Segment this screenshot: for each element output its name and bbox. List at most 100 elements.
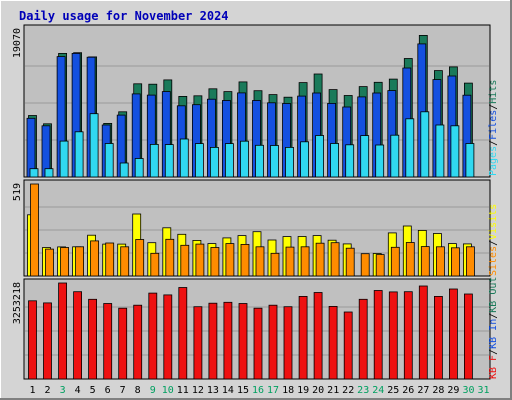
sites-max-label: 519 bbox=[12, 183, 23, 201]
sites-bar: 20: 185 bbox=[315, 242, 325, 277]
x-tick-label: 19 bbox=[297, 385, 309, 396]
pages-bar: 5: 8150 bbox=[89, 113, 99, 178]
x-tick-label: 10 bbox=[162, 385, 174, 396]
pages-bar: 9: 4200 bbox=[149, 143, 159, 178]
bars-layer: 1: 79301: 75701: 10702: 68502: 66002: 10… bbox=[26, 35, 475, 380]
sites-bar: 18: 163 bbox=[285, 246, 295, 277]
sites-bar: 11: 173 bbox=[180, 244, 190, 277]
sites-bar: 14: 183 bbox=[225, 243, 235, 277]
sites-bar: 25: 162 bbox=[390, 246, 400, 277]
sites-bar: 19: 165 bbox=[300, 246, 310, 277]
legend-visits: Visits bbox=[488, 204, 499, 240]
pages-bar: 6: 4320 bbox=[104, 143, 114, 178]
sites-bar: 22: 157 bbox=[345, 247, 355, 277]
kbytes-bar: 3: 3253218 bbox=[58, 282, 67, 380]
x-tick-label: 20 bbox=[312, 385, 324, 396]
kbytes-bar: 27: 3150000 bbox=[418, 285, 428, 380]
pages-bar: 13: 3810 bbox=[209, 146, 219, 178]
files-bar: 1: 7570 bbox=[26, 117, 36, 178]
sites-bar: 28: 165 bbox=[435, 246, 445, 277]
kbytes-bar: 18: 2450000 bbox=[283, 306, 293, 380]
x-tick-label: 29 bbox=[447, 385, 459, 396]
x-tick-label: 3 bbox=[60, 385, 66, 396]
kbytes-bar: 25: 2950000 bbox=[388, 291, 398, 380]
pages-bar: 29: 6600 bbox=[450, 125, 460, 178]
sites-bar: 13: 161 bbox=[210, 247, 220, 277]
x-tick-label: 30 bbox=[462, 385, 474, 396]
kbytes-bar: 9: 2910000 bbox=[148, 292, 158, 380]
kbytes-bar: 5: 2700000 bbox=[88, 298, 97, 380]
pages-bar: 26: 7500 bbox=[405, 118, 415, 178]
pages-bar: 16: 4090 bbox=[255, 144, 264, 178]
x-tick-label: 18 bbox=[282, 385, 294, 396]
pages-bar: 1: 1070 bbox=[29, 168, 39, 178]
legend-pages: Pages bbox=[488, 146, 499, 176]
kbytes-bar: 29: 3050000 bbox=[448, 288, 458, 380]
x-tick-label: 9 bbox=[150, 385, 156, 396]
pages-bar: 30: 4320 bbox=[465, 143, 475, 178]
legend-sep: / bbox=[488, 240, 499, 246]
x-tick-label: 2 bbox=[44, 385, 50, 396]
kbytes-bar: 1: 2650000 bbox=[28, 300, 37, 380]
pages-bar: 25: 5390 bbox=[390, 134, 400, 178]
x-tick-label: 12 bbox=[192, 385, 204, 396]
sites-bar: 17: 128 bbox=[270, 252, 280, 277]
x-tick-label: 16 bbox=[252, 385, 264, 396]
pages-bar: 19: 4530 bbox=[300, 141, 310, 178]
sites-bar: 6: 186 bbox=[105, 242, 115, 277]
pages-bar: 27: 8400 bbox=[420, 111, 430, 178]
pages-bar: 15: 4610 bbox=[240, 140, 249, 178]
pages-bar: 18: 3810 bbox=[285, 146, 294, 178]
pages-bar: 28: 6700 bbox=[435, 124, 445, 178]
x-tick-label: 31 bbox=[477, 385, 489, 396]
kbytes-bar: 10: 2850000 bbox=[163, 294, 173, 380]
x-tick-label: 11 bbox=[177, 385, 189, 396]
kbytes-bar: 2: 2580000 bbox=[43, 302, 52, 380]
x-tick-label: 23 bbox=[357, 385, 369, 396]
pages-bar: 4: 5830 bbox=[74, 131, 84, 178]
legend-sep: / bbox=[488, 140, 499, 146]
legend-sep: / bbox=[488, 313, 499, 319]
kbytes-bar: 20: 2930000 bbox=[313, 292, 323, 380]
legend-sep: / bbox=[488, 104, 499, 110]
sites-bar: 3: 161 bbox=[60, 247, 69, 277]
pages-bar: 22: 4150 bbox=[345, 144, 355, 178]
pages-bar: 21: 4320 bbox=[330, 143, 340, 178]
pages-bar: 2: 1070 bbox=[44, 168, 54, 178]
kbytes-bar: 12: 2450000 bbox=[193, 306, 203, 380]
kbytes-bar: 16: 2400000 bbox=[253, 307, 263, 380]
kbytes-bar: 13: 2570000 bbox=[208, 302, 218, 380]
pages-bar: 23: 5330 bbox=[360, 135, 370, 178]
sites-bar: 24: 121 bbox=[375, 254, 385, 277]
pages-bar: 14: 4310 bbox=[224, 143, 234, 178]
x-tick-label: 4 bbox=[75, 385, 81, 396]
sites-bar: 10: 207 bbox=[165, 238, 175, 277]
sites-bar: 7: 165 bbox=[120, 246, 130, 277]
x-tick-label: 25 bbox=[387, 385, 399, 396]
kbytes-bar: 19: 2800000 bbox=[298, 295, 308, 380]
sites-bar: 30: 165 bbox=[465, 246, 475, 277]
legend-sep: / bbox=[488, 349, 499, 355]
sites-bar: 15: 178 bbox=[240, 243, 250, 277]
kbytes-bar: 28: 2800000 bbox=[433, 295, 443, 380]
x-tick-label: 6 bbox=[105, 385, 111, 396]
legend-kbout: KB Out bbox=[488, 277, 499, 313]
x-tick-label: 8 bbox=[135, 385, 141, 396]
sites-legend: Sites/Visits bbox=[488, 204, 499, 276]
sites-bar: 8: 206 bbox=[135, 239, 145, 277]
x-tick-label: 27 bbox=[417, 385, 429, 396]
x-tick-label: 17 bbox=[267, 385, 279, 396]
x-tick-label: 1 bbox=[29, 385, 35, 396]
sites-bar: 5: 198 bbox=[90, 240, 99, 277]
pages-bar: 12: 4300 bbox=[194, 143, 204, 178]
kbytes-bar: 22: 2270000 bbox=[343, 311, 353, 380]
kbytes-bar: 7: 2400000 bbox=[118, 307, 128, 380]
pages-bar: 7: 1800 bbox=[119, 162, 129, 178]
x-tick-label: 13 bbox=[207, 385, 219, 396]
x-tick-label: 14 bbox=[222, 385, 234, 396]
kbytes-bar: 21: 2460000 bbox=[328, 305, 338, 380]
x-axis-labels: 1 2 3 4 5 6 7 8 9 10 11 12 13 14 15 16 17 18 19 20 21 22 23 24 2… bbox=[29, 385, 489, 396]
kbytes-max-label: 3253218 bbox=[12, 282, 23, 324]
kbytes-bar: 14: 2600000 bbox=[223, 301, 233, 380]
pages-bar: 11: 4890 bbox=[179, 138, 189, 178]
